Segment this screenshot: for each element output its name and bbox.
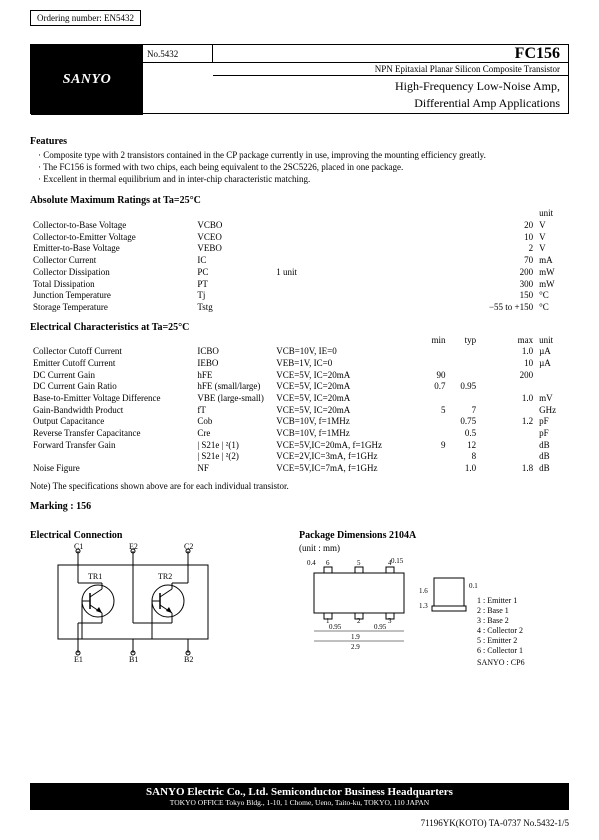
elec-char-table: min typ max unit Collector Cutoff Curren… [30,335,569,475]
pin6: 6 : Collector 1 [477,646,523,655]
table-row: Gain-Bandwidth ProductfTVCE=5V, IC=20mA5… [30,405,569,417]
svg-text:0.4: 0.4 [307,559,316,567]
sanyo-pkg: SANYO : CP6 [477,658,525,667]
pkg-diagram: 0.95 0.95 1.9 2.9 0.4 0.15 0.1 1.6 1.3 1… [299,553,569,668]
footer-line1: SANYO Electric Co., Ltd. Semiconductor B… [33,786,566,798]
table-row: Total DissipationPT300mW [30,279,569,291]
feature-item: · Excellent in thermal equilibrium and i… [38,173,569,185]
marking: Marking : 156 [30,501,569,512]
table-row: Collector Cutoff CurrentICBOVCB=10V, IE=… [30,346,569,358]
table-row: Collector-to-Base VoltageVCBO20V [30,220,569,232]
table-row: Base-to-Emitter Voltage DifferenceVBE (l… [30,393,569,405]
svg-text:1.6: 1.6 [419,587,428,595]
svg-text:6: 6 [326,559,330,567]
transistor-type: NPN Epitaxial Planar Silicon Composite T… [213,63,568,76]
svg-text:2: 2 [357,617,361,625]
col-min: min [418,335,449,347]
elec-conn-diagram: C1 E2 C2 E1 B1 B2 TR1 TR2 [30,543,250,663]
table-row: Emitter-to-Base VoltageVEBO2V [30,243,569,255]
spec-note: Note) The specifications shown above are… [30,481,569,491]
label-c1: C1 [74,543,83,551]
features-heading: Features [30,136,569,147]
svg-text:1: 1 [326,617,330,625]
table-row: DC Current GainhFEVCE=5V, IC=20mA90200 [30,370,569,382]
footer-line2: TOKYO OFFICE Tokyo Bldg., 1-10, 1 Chome,… [33,798,566,807]
label-e2: E2 [129,543,138,551]
table-row: DC Current Gain RatiohFE (small/large)VC… [30,381,569,393]
label-b1: B1 [129,655,138,663]
feature-item: · Composite type with 2 transistors cont… [38,149,569,161]
svg-text:2.9: 2.9 [351,643,360,651]
svg-text:0.15: 0.15 [391,557,404,565]
svg-text:0.95: 0.95 [374,623,387,631]
table-row: | S21e | ²(2)VCE=2V,IC=3mA, f=1GHz8dB [30,451,569,463]
ordering-number-box: Ordering number: EN5432 [30,10,141,26]
table-row: Collector-to-Emitter VoltageVCEO10V [30,232,569,244]
svg-text:1.3: 1.3 [419,602,428,610]
pkg-unit: (unit : mm) [299,543,569,553]
svg-text:1.9: 1.9 [351,633,360,641]
table-row: Noise FigureNFVCE=5V,IC=7mA, f=1GHz1.01.… [30,463,569,475]
elec-char-heading: Electrical Characteristics at Ta=25°C [30,322,569,333]
table-row: Collector DissipationPC1 unit200mW [30,267,569,279]
table-row: Emitter Cutoff CurrentIEBOVEB=1V, IC=010… [30,358,569,370]
label-tr2: TR2 [158,572,172,581]
abs-max-heading: Absolute Maximum Ratings at Ta=25°C [30,195,569,206]
table-row: Reverse Transfer CapacitanceCreVCB=10V, … [30,428,569,440]
table-row: Storage TemperatureTstg−55 to +150°C [30,302,569,314]
pin5: 5 : Emitter 2 [477,636,517,645]
col-max: max [479,335,536,347]
svg-text:5: 5 [357,559,361,567]
header-block: SANYO No.5432 FC156 NPN Epitaxial Planar… [30,44,569,114]
pin1: 1 : Emitter 1 [477,596,517,605]
col-typ: typ [448,335,479,347]
label-tr1: TR1 [88,572,102,581]
sanyo-logo: SANYO [31,45,143,115]
title-line2: Differential Amp Applications [221,95,560,112]
table-row: Junction TemperatureTj150°C [30,290,569,302]
label-b2: B2 [184,655,193,663]
svg-text:3: 3 [388,617,392,625]
unit-header: unit [536,208,569,220]
pkg-heading: Package Dimensions 2104A [299,530,569,541]
pin2: 2 : Base 1 [477,606,509,615]
pin4: 4 : Collector 2 [477,626,523,635]
col-unit: unit [536,335,569,347]
label-c2: C2 [184,543,193,551]
elec-conn-heading: Electrical Connection [30,530,289,541]
svg-text:0.95: 0.95 [329,623,342,631]
doc-number: No.5432 [143,45,213,62]
table-row: Forward Transfer Gain| S21e | ²(1)VCE=5V… [30,440,569,452]
pin3: 3 : Base 2 [477,616,509,625]
svg-text:4: 4 [388,559,392,567]
footer-bar: SANYO Electric Co., Ltd. Semiconductor B… [30,783,569,810]
features-list: · Composite type with 2 transistors cont… [30,149,569,185]
title-line1: High-Frequency Low-Noise Amp, [221,78,560,95]
table-row: Collector CurrentIC70mA [30,255,569,267]
page-footer: 71196YK(KOTO) TA-0737 No.5432-1/5 [421,818,569,828]
abs-max-table: unit Collector-to-Base VoltageVCBO20VCol… [30,208,569,313]
part-number: FC156 [213,45,568,62]
app-title: High-Frequency Low-Noise Amp, Differenti… [213,76,568,114]
feature-item: · The FC156 is formed with two chips, ea… [38,161,569,173]
label-e1: E1 [74,655,83,663]
svg-text:0.1: 0.1 [469,582,478,590]
table-row: Output CapacitanceCobVCB=10V, f=1MHz0.75… [30,416,569,428]
